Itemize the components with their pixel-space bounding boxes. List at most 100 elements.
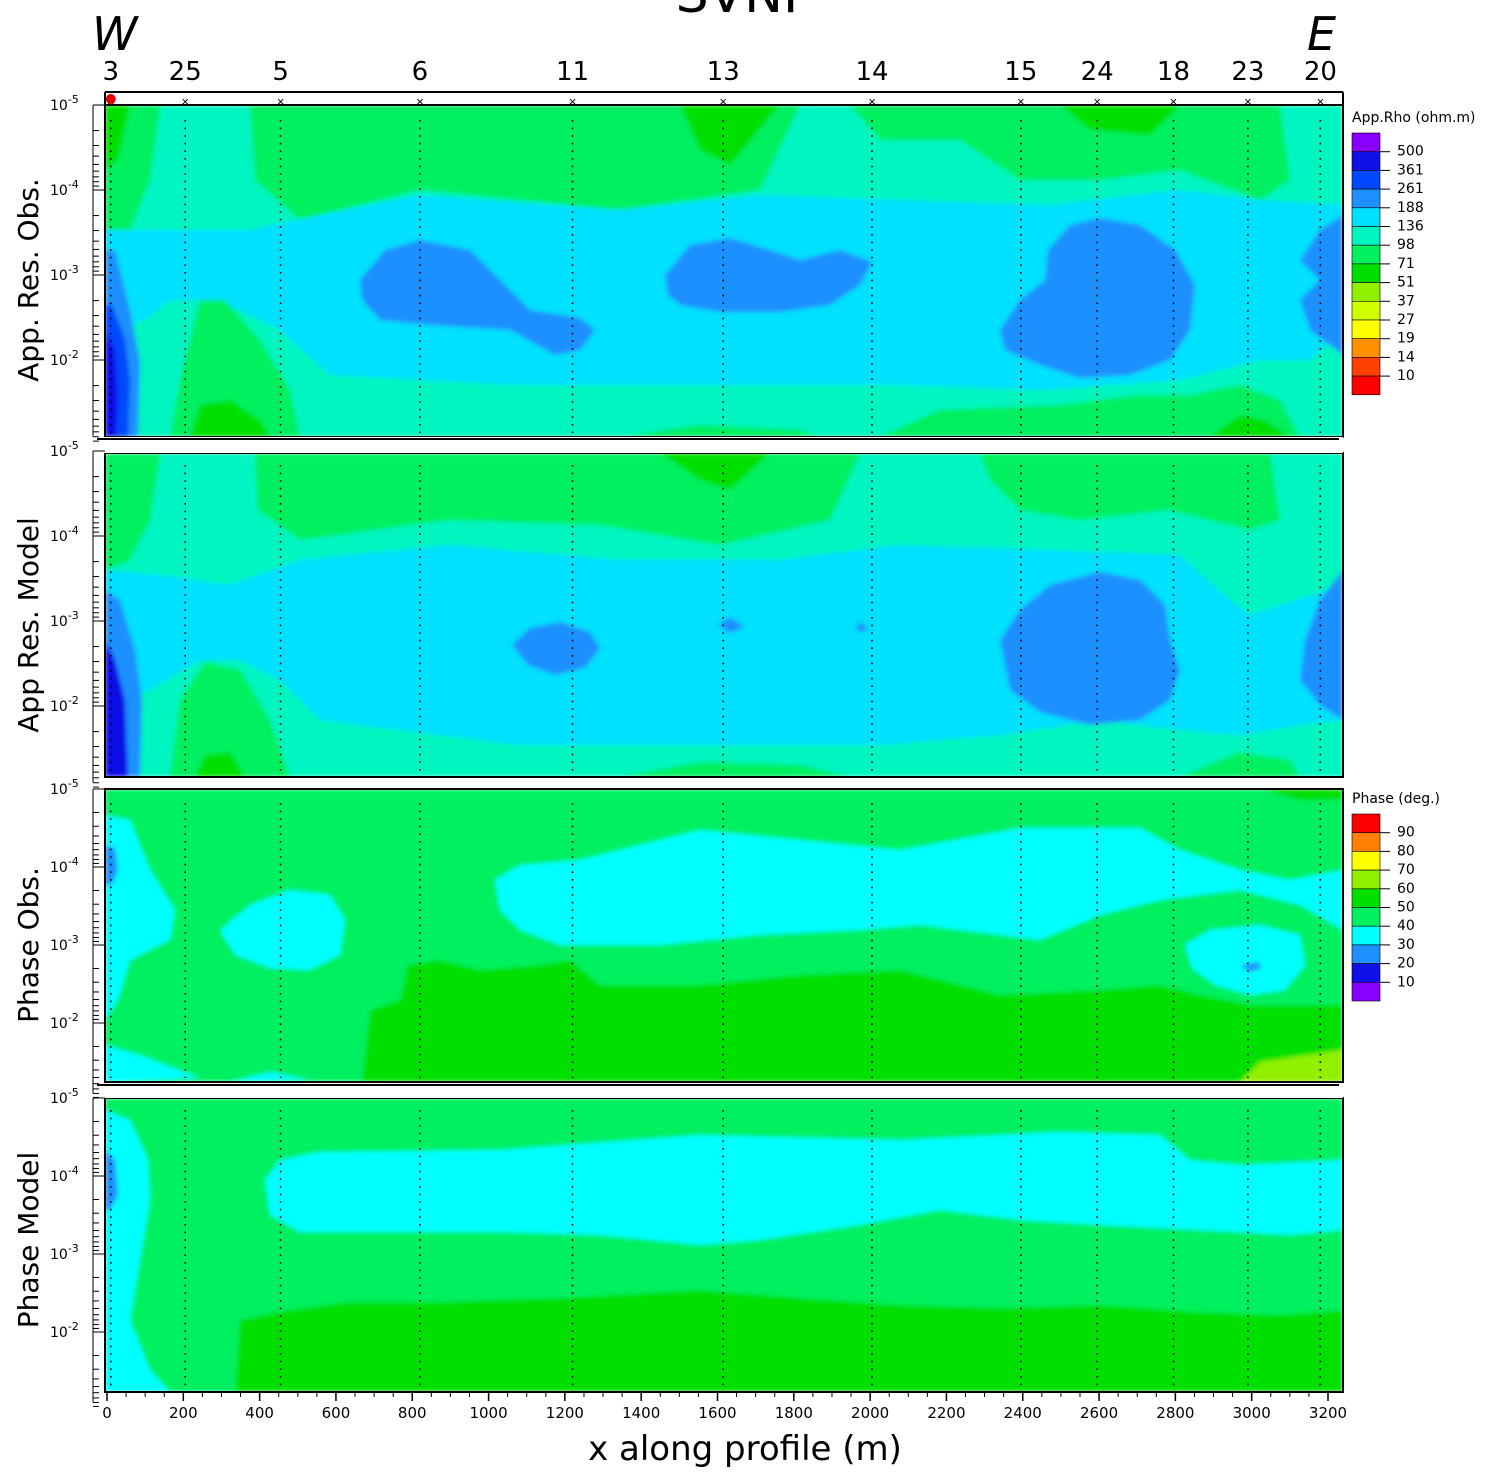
legend-swatch bbox=[1351, 282, 1381, 302]
legend-swatch bbox=[1351, 832, 1381, 852]
station-label: 15 bbox=[1004, 57, 1037, 87]
legend-level: 14 bbox=[1397, 349, 1415, 365]
panel-label: Phase Obs. bbox=[12, 867, 45, 1023]
legend-level: 51 bbox=[1397, 275, 1415, 291]
station-marker: × bbox=[719, 94, 727, 109]
station-marker: × bbox=[416, 94, 424, 109]
y-tick-label: 10-5 bbox=[50, 93, 79, 114]
x-tick-label: 600 bbox=[322, 1404, 351, 1422]
x-tick-label: 3000 bbox=[1233, 1404, 1271, 1422]
x-tick-label: 1600 bbox=[698, 1404, 736, 1422]
station-label: 23 bbox=[1231, 57, 1264, 87]
panel-label: Phase Model bbox=[12, 1152, 45, 1329]
legend-level: 90 bbox=[1397, 825, 1415, 841]
station-label: 25 bbox=[169, 57, 202, 87]
legend-swatch bbox=[1351, 244, 1381, 265]
station-label: 24 bbox=[1081, 57, 1114, 87]
y-tick-label: 10-2 bbox=[50, 1320, 79, 1341]
y-tick-label: 10-4 bbox=[50, 178, 79, 199]
legend-swatch bbox=[1351, 188, 1381, 209]
legend-swatch bbox=[1351, 888, 1381, 908]
x-tick-label: 1400 bbox=[622, 1404, 660, 1422]
y-tick-label: 10-2 bbox=[50, 1011, 79, 1032]
station-marker: × bbox=[277, 94, 285, 109]
station-label: 14 bbox=[855, 57, 888, 87]
legend-swatch bbox=[1351, 851, 1381, 871]
panel-separator bbox=[97, 1083, 1343, 1098]
legend-level: 40 bbox=[1397, 918, 1415, 934]
station-label: 18 bbox=[1157, 57, 1190, 87]
legend-level: 70 bbox=[1397, 862, 1415, 878]
legend-swatch bbox=[1351, 170, 1381, 190]
legend-swatch bbox=[1351, 319, 1381, 340]
station-marker: × bbox=[1170, 94, 1178, 109]
station-lines bbox=[110, 120, 1322, 1388]
x-tick-label: 200 bbox=[169, 1404, 198, 1422]
x-tick-label: 3200 bbox=[1309, 1404, 1347, 1422]
y-tick-label: 10-5 bbox=[50, 1086, 79, 1107]
legend-level: 27 bbox=[1397, 312, 1415, 328]
y-tick-label: 10-3 bbox=[50, 1242, 79, 1263]
y-tick-label: 10-4 bbox=[50, 855, 79, 876]
figure-title: SVNP bbox=[676, 0, 815, 25]
station-marker: × bbox=[1317, 94, 1325, 109]
legend-swatch bbox=[1351, 300, 1381, 321]
legend-swatch bbox=[1351, 869, 1381, 890]
west-label: W bbox=[92, 7, 139, 61]
x-tick-label: 2400 bbox=[1004, 1404, 1042, 1422]
x-tick-label: 2600 bbox=[1080, 1404, 1118, 1422]
panel-label: App. Res. Obs. bbox=[12, 178, 45, 382]
x-tick-label: 1800 bbox=[775, 1404, 813, 1422]
legend-level: 361 bbox=[1397, 162, 1424, 178]
y-tick-label: 10-3 bbox=[50, 933, 79, 954]
x-tick-label: 1200 bbox=[546, 1404, 584, 1422]
legend-level: 80 bbox=[1397, 843, 1415, 859]
legend-level: 188 bbox=[1397, 200, 1424, 216]
panel-phase-model bbox=[104, 1097, 1344, 1393]
legend-level: 71 bbox=[1397, 256, 1415, 272]
station-marker: × bbox=[1093, 94, 1101, 109]
station-label: 3 bbox=[103, 57, 120, 87]
legend-swatch bbox=[1351, 226, 1381, 246]
station-marker: × bbox=[1244, 94, 1252, 109]
y-tick-label: 10-4 bbox=[50, 1164, 79, 1185]
station-labels: 3×25×5×6×11×13×14×15×24×18×23×20× bbox=[103, 57, 1337, 109]
legend-level: 98 bbox=[1397, 237, 1415, 253]
x-tick-label: 0 bbox=[102, 1404, 112, 1422]
legend-swatch bbox=[1351, 132, 1381, 153]
legend-swatch bbox=[1351, 338, 1381, 358]
x-tick-label: 400 bbox=[245, 1404, 274, 1422]
station-label: 11 bbox=[556, 57, 589, 87]
y-tick-label: 10-3 bbox=[50, 263, 79, 284]
legend-phase: Phase (deg.) 90 80 70 60 50 40 30 20 10 bbox=[1351, 791, 1440, 1002]
legend-swatch bbox=[1351, 207, 1381, 227]
legend-level: 37 bbox=[1397, 293, 1415, 309]
legend-swatch bbox=[1351, 151, 1381, 171]
legend-swatch bbox=[1351, 375, 1381, 396]
legend-level: 19 bbox=[1397, 331, 1415, 347]
legend-level: 20 bbox=[1397, 956, 1415, 972]
x-axis: 0 200 400 600 800 1000 1200 1400 1600 1800 2000 220… bbox=[102, 1392, 1347, 1422]
station-label: 20 bbox=[1304, 57, 1337, 87]
station-label: 6 bbox=[412, 57, 429, 87]
panel-separator bbox=[97, 437, 1343, 453]
legend-swatch bbox=[1351, 925, 1381, 946]
legend-swatch bbox=[1351, 981, 1381, 1002]
selected-station-dot bbox=[105, 94, 116, 104]
legend-title: App.Rho (ohm.m) bbox=[1352, 110, 1476, 126]
panel-app-res-obs bbox=[104, 104, 1344, 438]
station-label: 13 bbox=[707, 57, 740, 87]
x-tick-label: 1000 bbox=[469, 1404, 507, 1422]
legend-level: 136 bbox=[1397, 219, 1424, 235]
legend-swatch bbox=[1351, 907, 1381, 927]
legend-swatch bbox=[1351, 944, 1381, 964]
station-marker: × bbox=[868, 94, 876, 109]
legend-swatch bbox=[1351, 357, 1381, 377]
legend-level: 500 bbox=[1397, 144, 1424, 160]
legend-level: 10 bbox=[1397, 368, 1415, 384]
legend-level: 261 bbox=[1397, 181, 1424, 197]
station-label: 5 bbox=[272, 57, 289, 87]
legend-title: Phase (deg.) bbox=[1352, 791, 1440, 807]
x-tick-label: 800 bbox=[398, 1404, 427, 1422]
